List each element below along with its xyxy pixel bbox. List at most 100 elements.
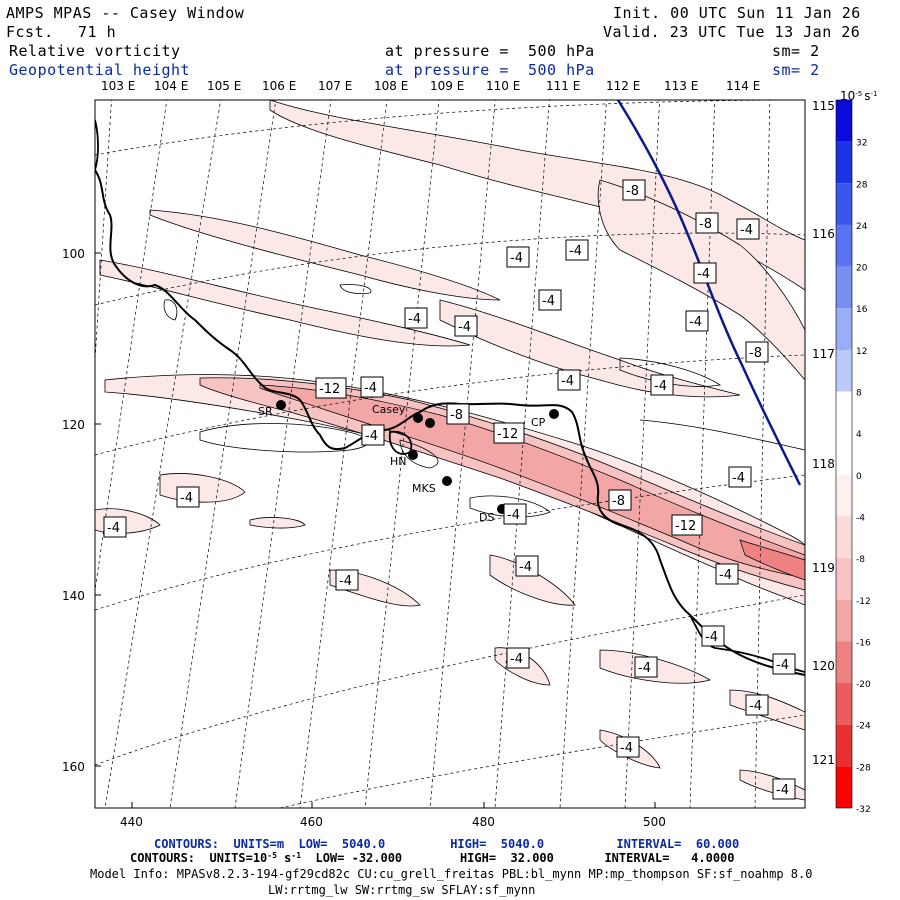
shade-band-5 xyxy=(439,299,741,398)
x-tick-label: 440 xyxy=(120,815,143,829)
contour-label: -4 xyxy=(561,374,574,389)
colorbar-swatch xyxy=(836,224,852,267)
parallel-line xyxy=(95,474,805,611)
plot-area xyxy=(95,100,805,808)
colorbar-swatch xyxy=(836,641,852,684)
lon-label: 112 E xyxy=(606,79,640,93)
colorbar-swatch xyxy=(836,308,852,350)
lat-lon-grid xyxy=(95,100,805,808)
map-title: AMPS MPAS -- Casey Window xyxy=(6,4,245,22)
field2-level: at pressure = 500 hPa xyxy=(385,61,595,79)
colorbar-tick-label: 16 xyxy=(856,305,868,315)
contour-label: -4 xyxy=(339,574,352,589)
parallel-line xyxy=(279,714,805,808)
colorbar-tick-label: 4 xyxy=(856,430,862,440)
shade-band-2 xyxy=(149,209,501,301)
contour-label: -4 xyxy=(732,471,745,486)
meridian-line xyxy=(299,100,388,808)
contour-label: -4 xyxy=(408,312,421,327)
field2-name: Geopotential height xyxy=(9,61,191,79)
colorbar-swatch xyxy=(836,391,852,434)
station-label: DS xyxy=(479,511,494,524)
contour-positive-6 xyxy=(339,284,372,294)
colorbar-tick-label: -32 xyxy=(856,805,871,815)
colorbar-tick-label: 32 xyxy=(856,139,867,149)
station-marker xyxy=(413,413,423,423)
colorbar-swatch xyxy=(836,183,852,225)
shade-main-band-mid xyxy=(199,377,805,591)
valid-time: Valid. 23 UTC Tue 13 Jan 26 xyxy=(603,23,861,41)
lon-label: 105 E xyxy=(207,79,241,93)
contour-label: -12 xyxy=(319,382,340,397)
station-marker xyxy=(425,418,435,428)
init-time: Init. 00 UTC Sun 11 Jan 26 xyxy=(613,4,861,22)
colorbar-swatch xyxy=(836,724,852,767)
contour-label: -4 xyxy=(749,699,762,714)
footer-contours-vorticity: CONTOURS: UNITS=10-5 s-1 LOW= -32.000 HI… xyxy=(130,851,735,865)
y-tick-label: 100 xyxy=(62,247,85,261)
colorbar-frame xyxy=(835,99,853,809)
contour-label: -4 xyxy=(705,630,718,645)
field1-level: at pressure = 500 hPa xyxy=(385,42,595,60)
colorbar-swatch xyxy=(836,141,852,184)
meridian-line xyxy=(104,100,222,808)
contour-label: -12 xyxy=(497,427,518,442)
contour-label: -4 xyxy=(519,560,532,575)
y-axis: 100 120 140 160 xyxy=(62,247,101,774)
contour-label: -4 xyxy=(510,251,523,266)
contour-labels: -8 -8 -4 -4 -4 -4 -4 -4 -4 -4 -4 -8 -12 … xyxy=(103,179,796,800)
colorbar-swatch xyxy=(836,766,852,808)
contour-label: -8 xyxy=(612,494,625,509)
colorbar: 10-5 s-1 32 28 24 20 16 12 8 4 0 -4 -8 -12 -16 -20 -24 -… xyxy=(835,89,878,815)
colorbar-swatch xyxy=(836,433,852,475)
colorbar-swatch xyxy=(836,683,852,725)
station-marker xyxy=(549,409,559,419)
contour-positive-2 xyxy=(469,495,551,518)
contour-label: -4 xyxy=(776,783,789,798)
lon-label: 111 E xyxy=(546,79,580,93)
colorbar-tick-label: 0 xyxy=(856,472,862,482)
footer-model-info-2: LW:rrtmg_lw SW:rrtmg_sw SFLAY:sf_mynn xyxy=(268,883,535,897)
x-tick-label: 460 xyxy=(300,815,323,829)
lon-label: 114 E xyxy=(726,79,760,93)
colorbar-swatch xyxy=(836,100,852,142)
positive-contours xyxy=(163,284,805,518)
parallel-line xyxy=(95,594,805,766)
x-tick-label: 500 xyxy=(643,815,666,829)
contour-positive-5 xyxy=(399,439,439,469)
lon-label: 109 E xyxy=(430,79,464,93)
y-tick-label: 140 xyxy=(62,589,85,603)
field2-smoothing: sm= 2 xyxy=(772,61,820,79)
contour-label: -4 xyxy=(510,652,523,667)
station-label: MKS xyxy=(412,482,436,495)
contour-label: -4 xyxy=(689,315,702,330)
colorbar-tick-label: -28 xyxy=(856,763,871,773)
contour-label: -4 xyxy=(542,294,555,309)
plot-frame xyxy=(94,99,806,809)
contour-label: -4 xyxy=(740,223,753,238)
colorbar-tick-label: -24 xyxy=(856,722,871,732)
colorbar-tick-label: -12 xyxy=(856,597,871,607)
contour-positive-4 xyxy=(639,419,805,451)
meridian-line xyxy=(95,100,112,361)
contour-label: -12 xyxy=(675,519,696,534)
forecast-label: Fcst. xyxy=(6,23,54,41)
stations: SR Casey CP HN MKS DS xyxy=(258,400,559,524)
contour-label: -4 xyxy=(180,491,193,506)
x-axis: 440 460 480 500 xyxy=(120,802,666,829)
contour-label: -4 xyxy=(507,508,520,523)
colorbar-swatch xyxy=(836,558,852,600)
contour-label: -4 xyxy=(638,661,651,676)
coastline xyxy=(95,169,805,676)
contour-label: -4 xyxy=(569,244,582,259)
x-tick-label: 480 xyxy=(472,815,495,829)
station-label: SR xyxy=(258,405,273,418)
shade-core-east xyxy=(739,539,805,581)
colorbar-swatch xyxy=(836,599,852,642)
contour-label: -8 xyxy=(450,408,463,423)
field1-smoothing: sm= 2 xyxy=(772,42,820,60)
contour-label: -4 xyxy=(697,267,710,282)
colorbar-tick-label: -20 xyxy=(856,680,871,690)
footer-contours-height: CONTOURS: UNITS=m LOW= 5040.0 HIGH= 5040… xyxy=(154,837,739,851)
